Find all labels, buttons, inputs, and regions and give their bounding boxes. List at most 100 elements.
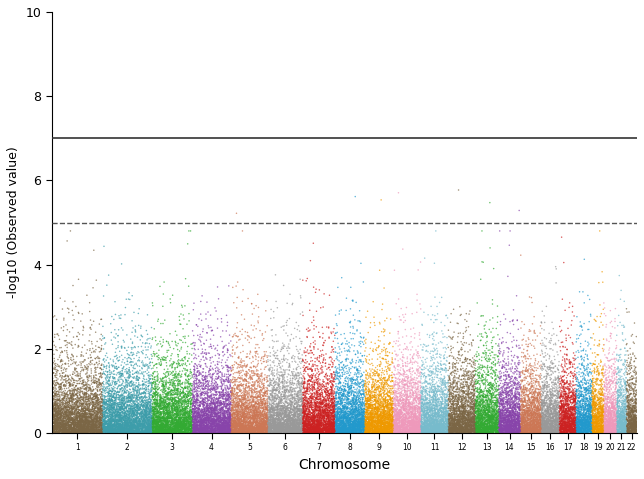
Point bbox=[223, 414, 233, 422]
Point bbox=[74, 416, 84, 424]
Point bbox=[588, 421, 598, 428]
Point bbox=[95, 410, 106, 417]
Point bbox=[502, 413, 512, 421]
Point bbox=[538, 397, 549, 405]
Point bbox=[368, 408, 378, 416]
Point bbox=[137, 426, 147, 433]
Point bbox=[197, 426, 207, 434]
Point bbox=[118, 395, 129, 402]
Point bbox=[541, 407, 551, 415]
Point bbox=[561, 420, 571, 428]
Point bbox=[617, 427, 627, 435]
Point bbox=[336, 419, 346, 426]
Point bbox=[77, 411, 88, 419]
Point bbox=[596, 418, 607, 425]
Point bbox=[185, 422, 196, 430]
Point bbox=[539, 420, 549, 427]
Point bbox=[507, 397, 518, 405]
Point bbox=[455, 409, 466, 416]
Point bbox=[628, 367, 638, 375]
Point bbox=[559, 417, 569, 425]
Point bbox=[97, 396, 108, 403]
Point bbox=[312, 379, 322, 387]
Point bbox=[471, 402, 481, 410]
Point bbox=[156, 408, 167, 416]
Point bbox=[98, 409, 108, 417]
Point bbox=[553, 427, 563, 435]
Point bbox=[313, 428, 323, 436]
Point bbox=[529, 408, 540, 416]
Point bbox=[138, 359, 148, 367]
Point bbox=[281, 420, 292, 428]
Point bbox=[386, 428, 397, 435]
Point bbox=[149, 352, 160, 360]
Point bbox=[339, 425, 349, 433]
Point bbox=[586, 402, 596, 410]
Point bbox=[458, 415, 468, 422]
Point bbox=[348, 427, 359, 435]
Point bbox=[270, 421, 281, 428]
Point bbox=[580, 422, 591, 429]
Point bbox=[415, 405, 425, 412]
Point bbox=[278, 362, 288, 370]
Point bbox=[155, 414, 166, 422]
Point bbox=[82, 422, 93, 430]
Point bbox=[140, 414, 151, 422]
Point bbox=[321, 400, 332, 408]
Point bbox=[591, 422, 601, 430]
Point bbox=[477, 422, 487, 429]
Point bbox=[267, 391, 277, 399]
Point bbox=[298, 355, 308, 363]
Point bbox=[381, 425, 392, 433]
Point bbox=[579, 357, 589, 365]
Point bbox=[172, 397, 182, 405]
Point bbox=[421, 396, 431, 404]
Point bbox=[373, 377, 383, 385]
Point bbox=[618, 402, 628, 410]
Point bbox=[91, 412, 101, 420]
Point bbox=[476, 422, 486, 429]
Point bbox=[489, 399, 499, 406]
Point bbox=[553, 411, 563, 419]
Point bbox=[364, 413, 374, 421]
Point bbox=[90, 427, 100, 435]
Point bbox=[424, 429, 434, 436]
Point bbox=[602, 418, 612, 426]
Point bbox=[91, 414, 101, 422]
Point bbox=[607, 400, 618, 408]
Point bbox=[192, 408, 202, 416]
Point bbox=[554, 413, 565, 421]
Point bbox=[593, 375, 603, 383]
Point bbox=[365, 416, 375, 423]
Point bbox=[153, 426, 164, 433]
Point bbox=[431, 329, 442, 337]
Point bbox=[58, 400, 68, 408]
Point bbox=[143, 365, 153, 372]
Point bbox=[583, 429, 593, 436]
Point bbox=[59, 426, 69, 434]
Point bbox=[214, 419, 225, 427]
Point bbox=[132, 423, 142, 431]
Point bbox=[279, 412, 290, 420]
Point bbox=[543, 427, 553, 434]
Point bbox=[514, 418, 524, 426]
Point bbox=[547, 429, 558, 437]
Point bbox=[408, 384, 418, 391]
Point bbox=[527, 377, 537, 385]
Point bbox=[475, 337, 486, 344]
Point bbox=[413, 408, 424, 416]
Point bbox=[482, 420, 493, 428]
Point bbox=[256, 425, 266, 433]
Point bbox=[173, 403, 183, 411]
Point bbox=[61, 415, 71, 422]
Point bbox=[332, 375, 342, 382]
Point bbox=[590, 426, 600, 433]
Point bbox=[357, 413, 368, 421]
Point bbox=[369, 422, 379, 430]
Point bbox=[391, 423, 401, 431]
Point bbox=[461, 427, 471, 435]
Point bbox=[456, 418, 466, 426]
Point bbox=[219, 426, 229, 434]
Point bbox=[398, 376, 408, 384]
Point bbox=[582, 429, 592, 436]
